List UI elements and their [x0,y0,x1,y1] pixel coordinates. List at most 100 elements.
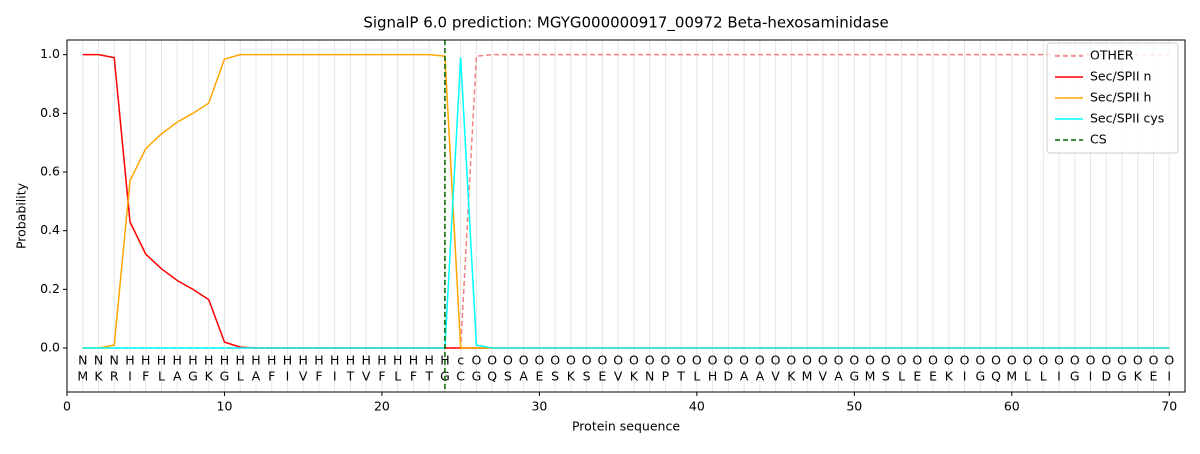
residue-letter: D [724,369,734,384]
residue-letter: F [410,369,417,384]
region-label: O [1023,353,1033,368]
x-tick-label: 50 [846,399,862,414]
region-label: O [786,353,796,368]
residue-letter: G [849,369,859,384]
residue-letter: L [158,369,165,384]
residue-letter: I [1089,369,1093,384]
residue-letter: M [77,369,88,384]
series-line [82,53,1170,349]
residue-letter: L [898,369,905,384]
region-label: O [1149,353,1159,368]
region-label: H [125,353,134,368]
residue-letter: G [975,369,985,384]
x-tick-label: 60 [1004,399,1020,414]
legend-label: OTHER [1090,48,1134,63]
region-label: O [739,353,749,368]
region-label: O [960,353,970,368]
region-label: H [267,353,276,368]
region-label: N [78,353,87,368]
region-label: O [1117,353,1127,368]
residue-letter: A [252,369,261,384]
region-label: O [1007,353,1017,368]
region-label: O [834,353,844,368]
residue-letter: K [1134,369,1143,384]
residue-letter: V [771,369,780,384]
region-label: H [157,353,166,368]
region-label: H [188,353,197,368]
region-label: H [236,353,245,368]
legend-label: Sec/SPII h [1090,90,1151,105]
residue-letter: S [583,369,591,384]
residue-letter: M [865,369,876,384]
residue-letter: Q [991,369,1001,384]
y-tick-label: 0.8 [40,105,60,120]
residue-letter: V [299,369,308,384]
region-label: O [645,353,655,368]
residue-letter: F [315,369,322,384]
residue-letter: I [1057,369,1061,384]
residue-letter: T [676,369,685,384]
region-label: O [723,353,733,368]
plot-frame [66,39,1186,393]
region-label: O [1086,353,1096,368]
region-label: O [582,353,592,368]
region-label: H [173,353,182,368]
residue-letter: L [237,369,244,384]
residue-letter: L [693,369,700,384]
region-label: H [330,353,339,368]
residue-letter: F [268,369,275,384]
region-label: O [818,353,828,368]
region-label: O [1164,353,1174,368]
x-tick-label: 40 [689,399,705,414]
region-label: O [487,353,497,368]
region-label: O [802,353,812,368]
region-label: O [534,353,544,368]
region-label: H [251,353,260,368]
residue-letter: T [424,369,433,384]
residue-letter: E [913,369,921,384]
region-label: O [708,353,718,368]
residue-letter: V [362,369,371,384]
y-tick-label: 0.6 [40,164,60,179]
region-label: H [393,353,402,368]
residue-letter: L [1040,369,1047,384]
series-line [82,57,1170,349]
residue-letter: H [708,369,717,384]
region-label: H [141,353,150,368]
region-label: O [991,353,1001,368]
region-label: N [110,353,119,368]
region-label: H [424,353,433,368]
region-label: N [94,353,103,368]
region-label: O [566,353,576,368]
residue-letter: M [802,369,813,384]
x-tick-label: 0 [63,399,71,414]
region-label: H [283,353,292,368]
region-label: c [457,353,464,368]
region-label: O [676,353,686,368]
residue-letter: P [662,369,670,384]
residue-letter: E [598,369,606,384]
residue-letter: L [394,369,401,384]
region-label: O [865,353,875,368]
region-label: O [519,353,529,368]
residue-letter: A [519,369,528,384]
region-label: O [597,353,607,368]
legend-label: Sec/SPII n [1090,69,1151,84]
x-tick-label: 30 [531,399,547,414]
residue-letter: G [188,369,198,384]
region-label: O [881,353,891,368]
residue-letter: N [645,369,654,384]
region-label: O [503,353,513,368]
region-label: O [771,353,781,368]
residue-letter: S [882,369,890,384]
region-label: O [1070,353,1080,368]
x-tick-label: 70 [1161,399,1177,414]
region-label: O [471,353,481,368]
residue-letter: I [1167,369,1171,384]
residue-letter: I [333,369,337,384]
region-label: O [897,353,907,368]
region-label: O [692,353,702,368]
residue-letter: K [94,369,103,384]
x-tick-label: 10 [217,399,233,414]
residue-letter: M [1006,369,1017,384]
